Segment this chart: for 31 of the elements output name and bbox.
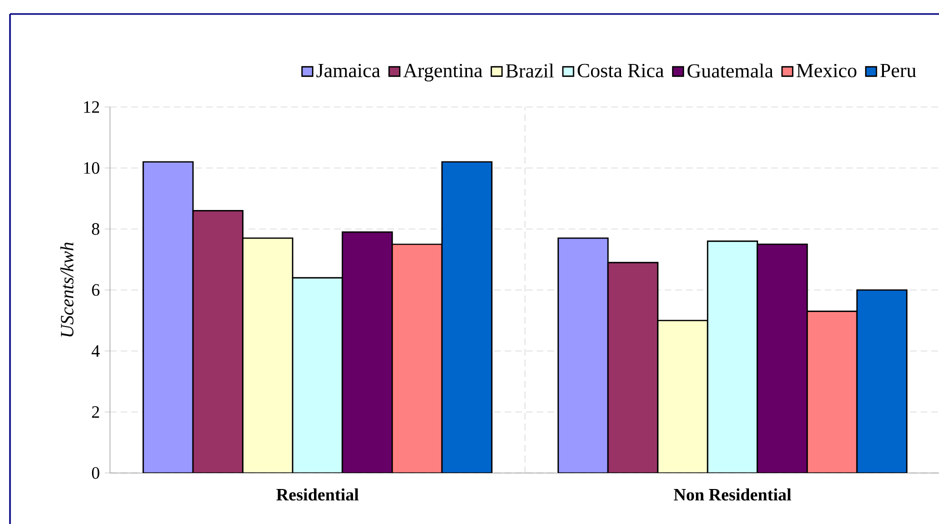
legend-label: Peru xyxy=(880,64,916,78)
y-tick-label: 8 xyxy=(92,223,100,235)
y-axis-title: UScents/kwh xyxy=(60,242,74,336)
x-tick-label: Non Residential xyxy=(674,488,792,501)
y-tick-label: 0 xyxy=(92,467,100,479)
y-tick-label: 12 xyxy=(84,101,100,113)
bar xyxy=(856,289,908,473)
bar xyxy=(558,237,609,473)
bar xyxy=(441,161,492,473)
y-tick-label: 10 xyxy=(84,162,100,174)
bar xyxy=(756,244,808,473)
bar xyxy=(657,320,708,473)
legend-label: Costa Rica xyxy=(578,64,664,78)
legend-label: Guatemala xyxy=(688,64,774,78)
legend-label: Mexico xyxy=(796,64,856,78)
legend-label: Brazil xyxy=(506,64,554,78)
legend-label: Argentina xyxy=(403,64,482,82)
y-tick-label: 6 xyxy=(92,284,100,296)
y-tick-label: 4 xyxy=(92,345,100,357)
bar xyxy=(607,262,658,473)
bar xyxy=(706,240,758,473)
bar xyxy=(342,231,393,473)
bar xyxy=(392,244,443,473)
bar xyxy=(242,237,294,473)
y-tick-label: 2 xyxy=(92,406,100,418)
bar xyxy=(806,310,858,473)
legend-label: Jamaica xyxy=(316,64,380,78)
bar xyxy=(142,161,194,473)
bar xyxy=(192,210,244,473)
x-tick-label: Residential xyxy=(276,488,359,501)
bar xyxy=(292,277,344,473)
